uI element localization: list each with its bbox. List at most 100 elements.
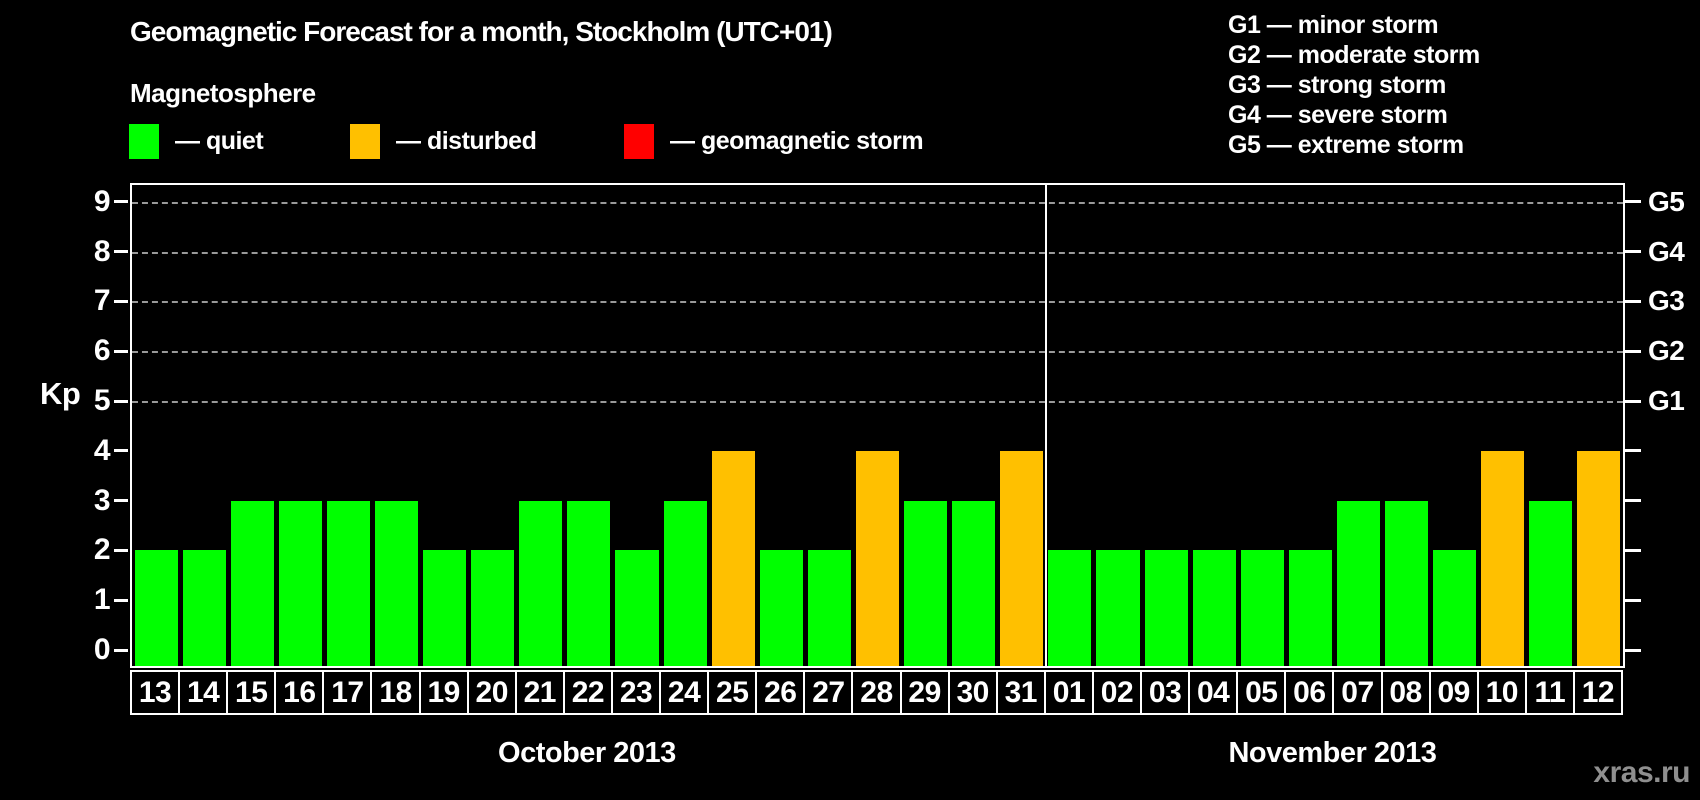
y-tick-label-2: 2 <box>93 533 111 567</box>
right-tick-kp-0 <box>1625 648 1641 652</box>
day-label-oct-26: 26 <box>755 670 806 715</box>
day-label-oct-14: 14 <box>178 670 229 715</box>
day-label-oct-22: 22 <box>562 670 613 715</box>
kp-bar-oct-17 <box>326 500 370 666</box>
kp-bar-oct-28 <box>855 450 900 666</box>
gridline-kp-8 <box>132 251 1623 254</box>
left-tick-kp-8 <box>114 250 128 254</box>
legend-item-disturbed: — disturbed <box>350 122 537 160</box>
kp-bar-oct-25 <box>711 450 755 666</box>
kp-bar-oct-31 <box>1000 450 1044 666</box>
legend-item-quiet: — quiet <box>129 122 264 160</box>
right-tick-kp-1 <box>1625 598 1641 602</box>
legend-storm-label: — geomagnetic storm <box>670 126 924 155</box>
day-label-oct-29: 29 <box>899 670 950 715</box>
magnetosphere-label: Magnetosphere <box>130 78 316 108</box>
chart-title: Geomagnetic Forecast for a month, Stockh… <box>130 16 833 47</box>
gridline-kp-5 <box>132 401 1623 403</box>
right-axis-label-g1: G1 <box>1648 385 1685 416</box>
right-tick-kp-7 <box>1625 299 1641 303</box>
gridline-kp-9 <box>132 201 1623 204</box>
kp-bar-oct-29 <box>904 500 948 666</box>
legend-disturbed-label: — disturbed <box>396 126 537 155</box>
month-label-october: October 2013 <box>498 737 676 769</box>
legend-quiet-label: — quiet <box>175 126 264 155</box>
y-tick-label-7: 7 <box>93 284 111 318</box>
kp-bar-nov-10 <box>1481 450 1525 666</box>
day-label-oct-27: 27 <box>803 670 854 715</box>
left-tick-kp-2 <box>114 548 128 552</box>
g-legend-line-3: G3 — strong storm <box>1228 71 1446 99</box>
day-label-nov-10: 10 <box>1476 670 1527 715</box>
y-tick-label-4: 4 <box>93 433 111 467</box>
kp-bar-oct-13 <box>134 550 178 666</box>
day-label-oct-23: 23 <box>610 670 662 715</box>
day-label-nov-12: 12 <box>1572 670 1623 715</box>
gridline-kp-6 <box>132 351 1623 354</box>
month-divider-line <box>1044 185 1047 666</box>
watermark: xras.ru <box>1593 756 1690 789</box>
day-label-oct-28: 28 <box>851 670 902 715</box>
day-label-oct-13: 13 <box>130 670 181 715</box>
kp-bar-nov-02 <box>1096 550 1140 666</box>
y-tick-label-3: 3 <box>93 483 111 517</box>
day-label-oct-20: 20 <box>466 670 517 715</box>
y-tick-label-5: 5 <box>93 384 111 417</box>
day-label-nov-01: 01 <box>1043 670 1094 715</box>
kp-bar-oct-27 <box>807 550 851 666</box>
g-scale-legend: G1 — minor storm G2 — moderate storm G3 — … <box>1228 10 1480 160</box>
storm-color-swatch <box>624 123 654 159</box>
kp-bar-oct-26 <box>759 550 803 666</box>
y-tick-label-1: 1 <box>93 583 111 617</box>
kp-bar-oct-21 <box>519 500 563 666</box>
day-label-oct-18: 18 <box>370 670 421 715</box>
day-label-oct-15: 15 <box>226 670 277 715</box>
left-tick-kp-9 <box>114 200 128 204</box>
kp-bar-oct-22 <box>567 500 611 666</box>
day-label-nov-05: 05 <box>1236 670 1287 715</box>
day-label-oct-30: 30 <box>947 670 998 715</box>
g-legend-line-1: G1 — minor storm <box>1228 11 1439 39</box>
g-legend-line-5: G5 — extreme storm <box>1228 131 1464 159</box>
kp-bar-oct-30 <box>952 500 996 666</box>
day-label-nov-11: 11 <box>1524 670 1575 715</box>
kp-bar-oct-19 <box>423 550 467 666</box>
month-label-november: November 2013 <box>1228 737 1437 769</box>
g-legend-line-4: G4 — severe storm <box>1228 101 1448 129</box>
right-axis-label-g4: G4 <box>1648 235 1685 267</box>
kp-bar-oct-14 <box>182 550 226 666</box>
kp-bar-nov-03 <box>1144 550 1188 666</box>
kp-bar-nov-08 <box>1385 500 1429 666</box>
day-label-nov-07: 07 <box>1332 670 1383 715</box>
right-tick-kp-4 <box>1625 449 1641 453</box>
kp-bar-nov-07 <box>1336 500 1380 666</box>
left-tick-kp-5 <box>114 399 128 403</box>
day-label-oct-24: 24 <box>659 670 710 715</box>
left-tick-kp-1 <box>114 598 128 602</box>
y-tick-label-0: 0 <box>93 633 111 666</box>
kp-bar-nov-04 <box>1192 550 1236 666</box>
left-tick-kp-0 <box>114 648 128 652</box>
day-label-oct-21: 21 <box>514 670 565 715</box>
g-legend-line-2: G2 — moderate storm <box>1228 41 1480 69</box>
quiet-color-swatch <box>129 123 159 159</box>
kp-bar-oct-16 <box>278 500 322 666</box>
kp-bar-oct-15 <box>230 500 274 666</box>
left-tick-kp-6 <box>114 349 128 353</box>
day-label-nov-04: 04 <box>1188 670 1239 715</box>
day-label-oct-31: 31 <box>995 670 1046 715</box>
day-label-nov-03: 03 <box>1140 670 1191 715</box>
kp-bar-nov-12 <box>1577 450 1621 666</box>
kp-bar-nov-01 <box>1048 550 1092 666</box>
plot-area <box>130 183 1625 668</box>
right-tick-kp-9 <box>1625 200 1641 204</box>
right-tick-kp-6 <box>1625 349 1641 353</box>
y-tick-label-9: 9 <box>93 184 111 218</box>
day-label-oct-19: 19 <box>418 670 469 715</box>
kp-bar-nov-11 <box>1529 500 1573 666</box>
right-tick-kp-2 <box>1625 548 1641 552</box>
kp-bar-oct-24 <box>663 500 707 666</box>
disturbed-color-swatch <box>350 123 380 159</box>
left-tick-kp-3 <box>114 499 128 503</box>
